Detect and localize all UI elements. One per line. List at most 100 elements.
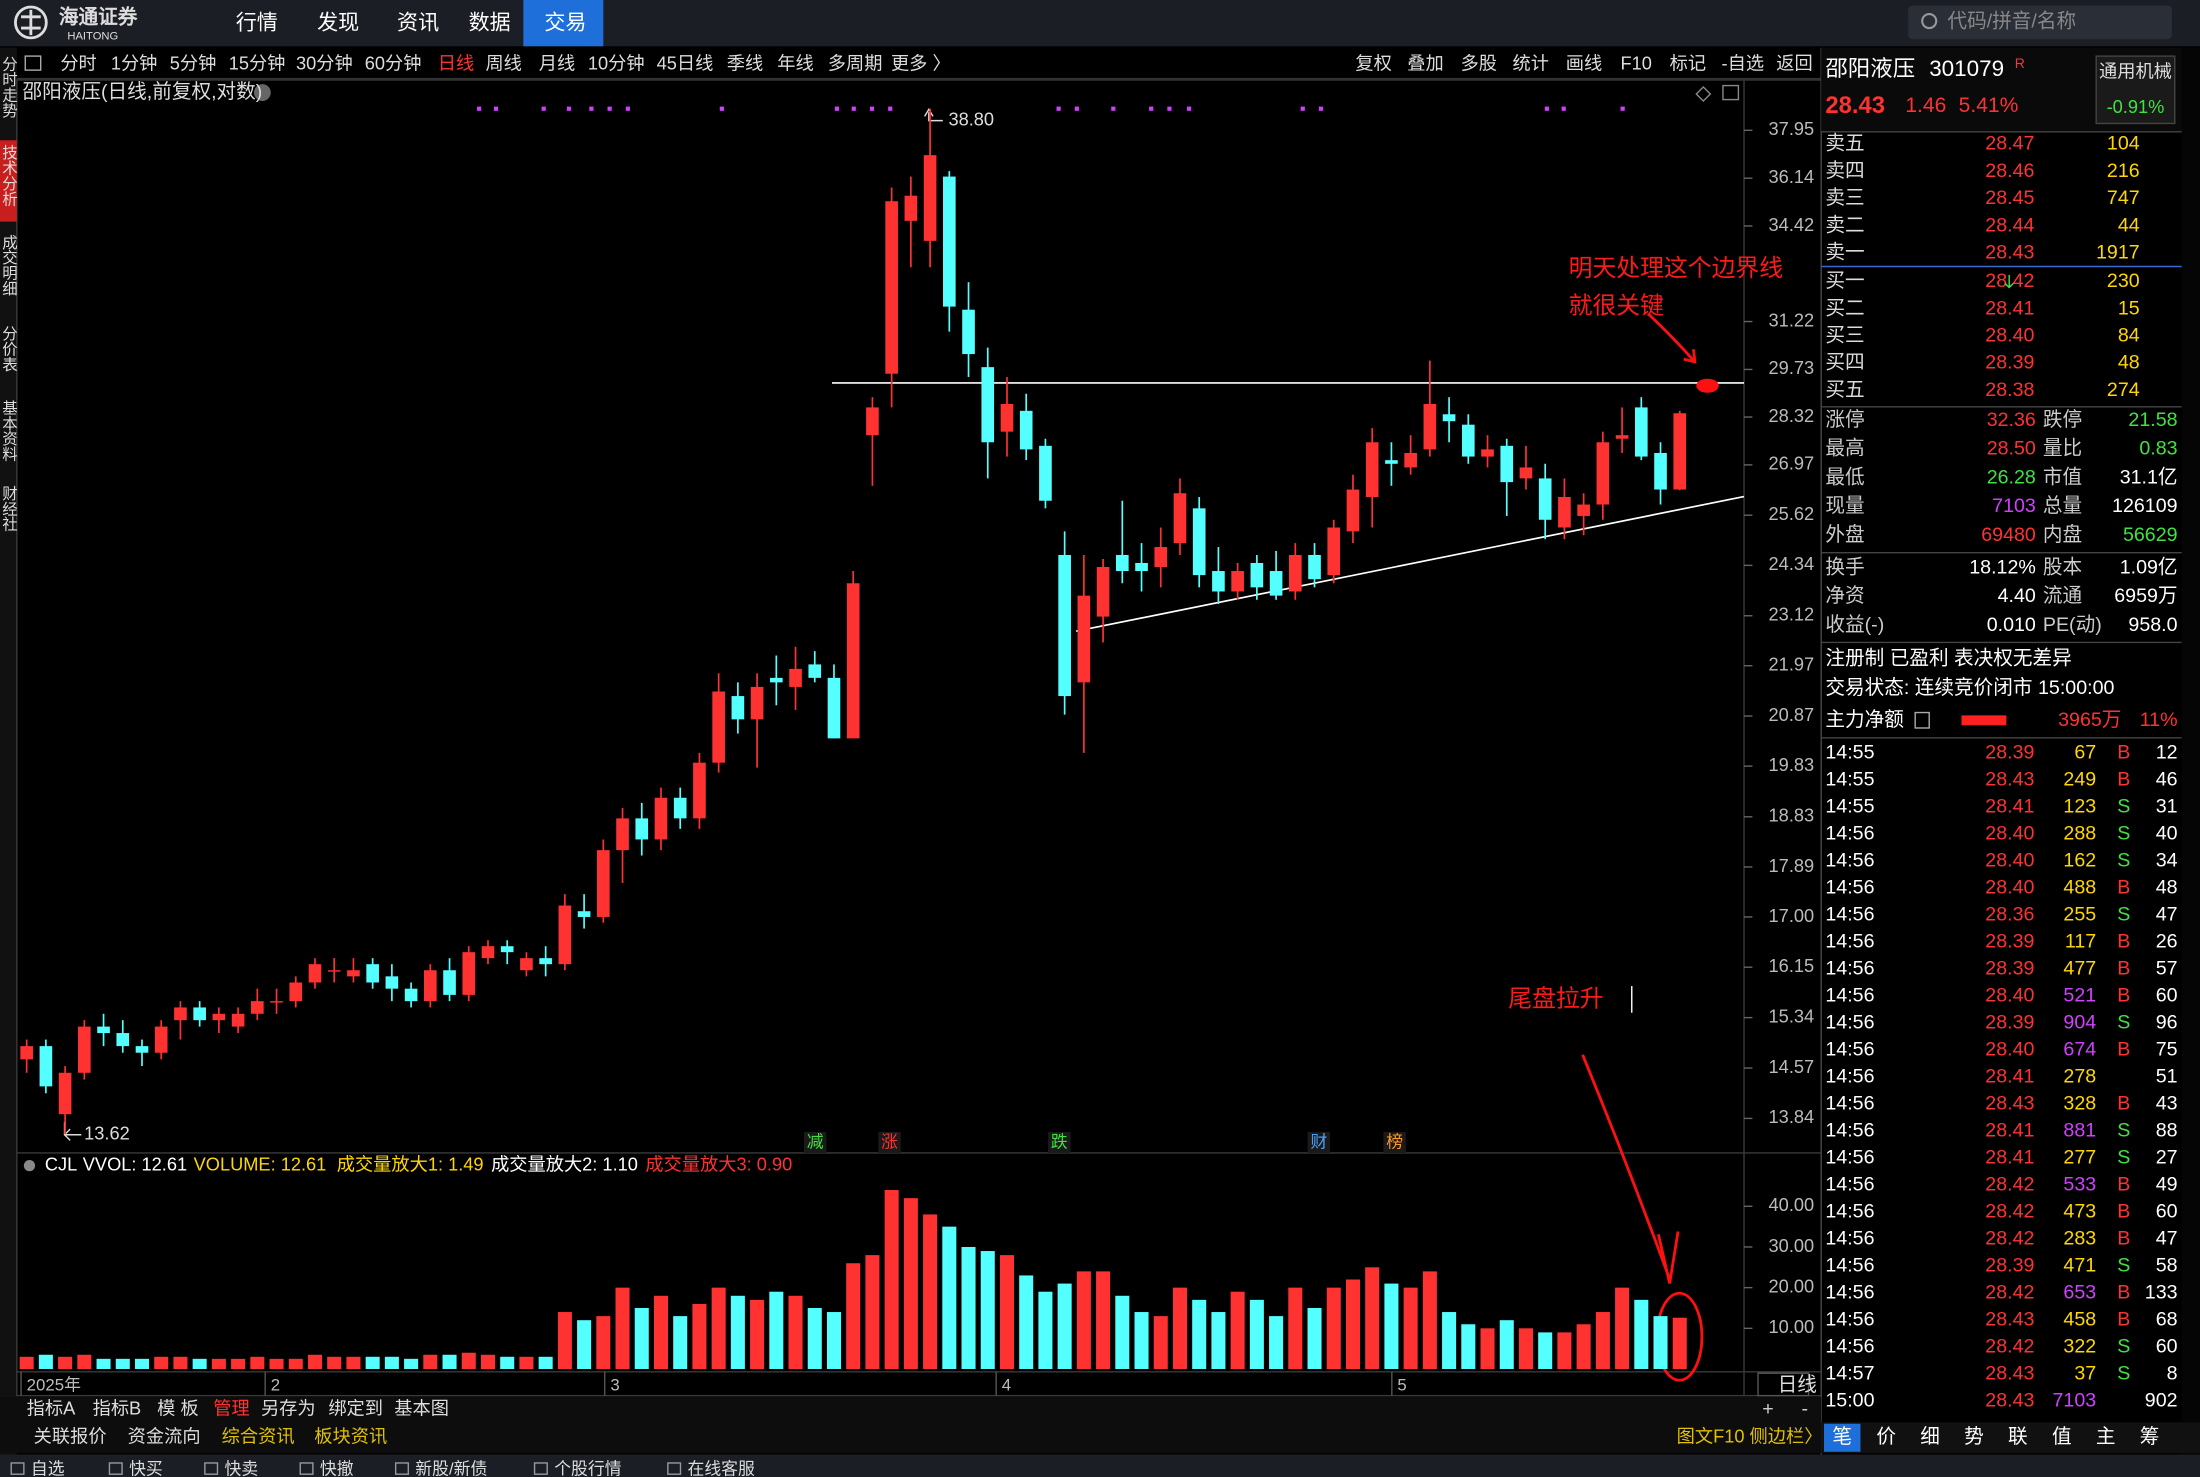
y-tick-label: 15.34	[1769, 1005, 1815, 1026]
event-marker[interactable]: 减	[807, 1133, 824, 1152]
volume-bar	[288, 1358, 303, 1369]
stat-label: 换手	[1825, 556, 1864, 578]
nav-tab[interactable]: 资讯	[397, 10, 439, 34]
tool-button[interactable]: 复权	[1355, 52, 1391, 73]
indicator-tab[interactable]: 绑定到	[328, 1397, 383, 1418]
volume-bar	[846, 1263, 861, 1369]
sector-name[interactable]: 通用机械	[2099, 61, 2172, 82]
tick-tab[interactable]: 笔	[1832, 1426, 1852, 1448]
tick-volume: 37	[2074, 1362, 2096, 1384]
side-panel-toggle[interactable]: 图文F10 侧边栏〉	[1677, 1426, 1823, 1447]
status-item[interactable]: 自选	[31, 1459, 65, 1477]
tick-tab[interactable]: 细	[1920, 1426, 1940, 1448]
candle-body	[20, 1046, 33, 1060]
period-tab[interactable]: 10分钟	[588, 52, 645, 73]
tool-button[interactable]: 标记	[1670, 52, 1706, 73]
tick-tab[interactable]: 势	[1964, 1426, 1984, 1448]
nav-tab[interactable]: 交易	[544, 10, 586, 34]
period-tab[interactable]: 月线	[539, 52, 575, 73]
tick-time: 14:56	[1825, 1227, 1874, 1249]
signal-dot	[541, 106, 546, 111]
candle-body	[539, 958, 552, 965]
search-box[interactable]	[1908, 5, 2172, 40]
candle-body	[1135, 562, 1148, 572]
zoom-out[interactable]: -	[1802, 1398, 1809, 1420]
volume-bar	[980, 1251, 995, 1369]
nav-tab[interactable]: 发现	[317, 10, 359, 34]
period-tab[interactable]: 年线	[777, 52, 813, 73]
event-marker[interactable]: 榜	[1386, 1133, 1403, 1152]
event-marker[interactable]: 涨	[881, 1133, 898, 1152]
indicator-tab[interactable]: 指标A	[27, 1397, 76, 1418]
tick-tab[interactable]: 值	[2052, 1426, 2072, 1448]
period-tab[interactable]: 5分钟	[170, 52, 217, 73]
volume-bar	[1192, 1299, 1207, 1369]
side-tab[interactable]: 基本资料	[0, 399, 18, 461]
status-item[interactable]: 快撤	[320, 1459, 354, 1477]
tool-button[interactable]: F10	[1621, 52, 1652, 73]
period-tab[interactable]: 周线	[485, 52, 521, 73]
tool-button[interactable]: 画线	[1566, 52, 1602, 73]
info-tab[interactable]: 资金流向	[128, 1426, 201, 1447]
period-tab[interactable]: 30分钟	[296, 52, 353, 73]
status-item[interactable]: 快卖	[224, 1459, 258, 1477]
book-label: 卖一	[1825, 242, 1864, 264]
period-tab[interactable]: 季线	[727, 52, 763, 73]
tool-button[interactable]: 叠加	[1407, 52, 1443, 73]
period-tab[interactable]: 1分钟	[111, 52, 158, 73]
candle-body	[1039, 445, 1052, 501]
event-marker[interactable]: 财	[1310, 1133, 1327, 1152]
status-item[interactable]: 个股行情	[554, 1459, 621, 1477]
period-tab[interactable]: 分时	[60, 52, 96, 73]
tool-button[interactable]: -自选	[1722, 52, 1765, 73]
volume-bar	[1634, 1299, 1649, 1369]
tool-button[interactable]: 统计	[1513, 52, 1549, 73]
candle-body	[1288, 554, 1302, 592]
period-tab[interactable]: 45日线	[657, 52, 714, 73]
side-tab[interactable]: 技术分析	[0, 144, 18, 206]
indicator-tab[interactable]: 管理	[213, 1397, 249, 1418]
candle-body	[1673, 413, 1687, 490]
side-tab[interactable]: 财经社	[0, 485, 18, 532]
period-tab[interactable]: 更多 〉	[891, 52, 951, 73]
event-marker[interactable]: 跌	[1051, 1133, 1068, 1152]
period-tab[interactable]: 多周期	[828, 52, 883, 73]
indicator-tab[interactable]: 另存为	[261, 1397, 316, 1418]
candle-body	[1634, 407, 1648, 457]
zoom-in[interactable]: +	[1762, 1398, 1773, 1420]
book-price: 28.39	[1985, 352, 2034, 374]
status-icon	[533, 1462, 548, 1475]
tick-tab[interactable]: 主	[2096, 1426, 2116, 1448]
stat-label: 市值	[2043, 466, 2082, 488]
tick-tab[interactable]: 筹	[2140, 1426, 2160, 1448]
nav-tab[interactable]: 数据	[469, 10, 511, 34]
nav-tab[interactable]: 行情	[236, 10, 278, 34]
side-tab[interactable]: 分价表	[0, 325, 18, 372]
period-tab[interactable]: 15分钟	[229, 52, 286, 73]
status-item[interactable]: 快买	[129, 1459, 163, 1477]
period-tab[interactable]: 60分钟	[365, 52, 422, 73]
tick-tab[interactable]: 联	[2008, 1426, 2028, 1448]
info-tab[interactable]: 关联报价	[34, 1426, 107, 1447]
tick-tab[interactable]: 价	[1876, 1426, 1896, 1448]
indicator-tab[interactable]: 基本图	[394, 1397, 449, 1418]
candle-body	[251, 1001, 264, 1014]
candle-body	[750, 686, 764, 720]
indicator-tab[interactable]: 模 板	[157, 1397, 199, 1418]
signal-dot	[1186, 106, 1192, 111]
info-tab[interactable]: 综合资讯	[222, 1426, 295, 1447]
indicator-tab[interactable]: 指标B	[93, 1397, 142, 1418]
status-item[interactable]: 在线客服	[688, 1459, 755, 1477]
status-item[interactable]: 新股/新债	[415, 1459, 487, 1477]
y-tick-label: 19.83	[1769, 754, 1815, 775]
candle-body	[1365, 442, 1379, 498]
tool-button[interactable]: 返回	[1776, 52, 1812, 73]
tool-button[interactable]: 多股	[1461, 52, 1497, 73]
period-tab[interactable]: 日线	[438, 52, 474, 73]
info-tab[interactable]: 板块资讯	[314, 1426, 387, 1447]
side-tab[interactable]: 成交明细	[0, 234, 18, 296]
side-tab[interactable]: 分时走势	[0, 56, 18, 119]
title-dropdown[interactable]	[253, 84, 271, 101]
volume-bar	[1403, 1287, 1418, 1369]
tick-time: 14:56	[1825, 1254, 1874, 1276]
